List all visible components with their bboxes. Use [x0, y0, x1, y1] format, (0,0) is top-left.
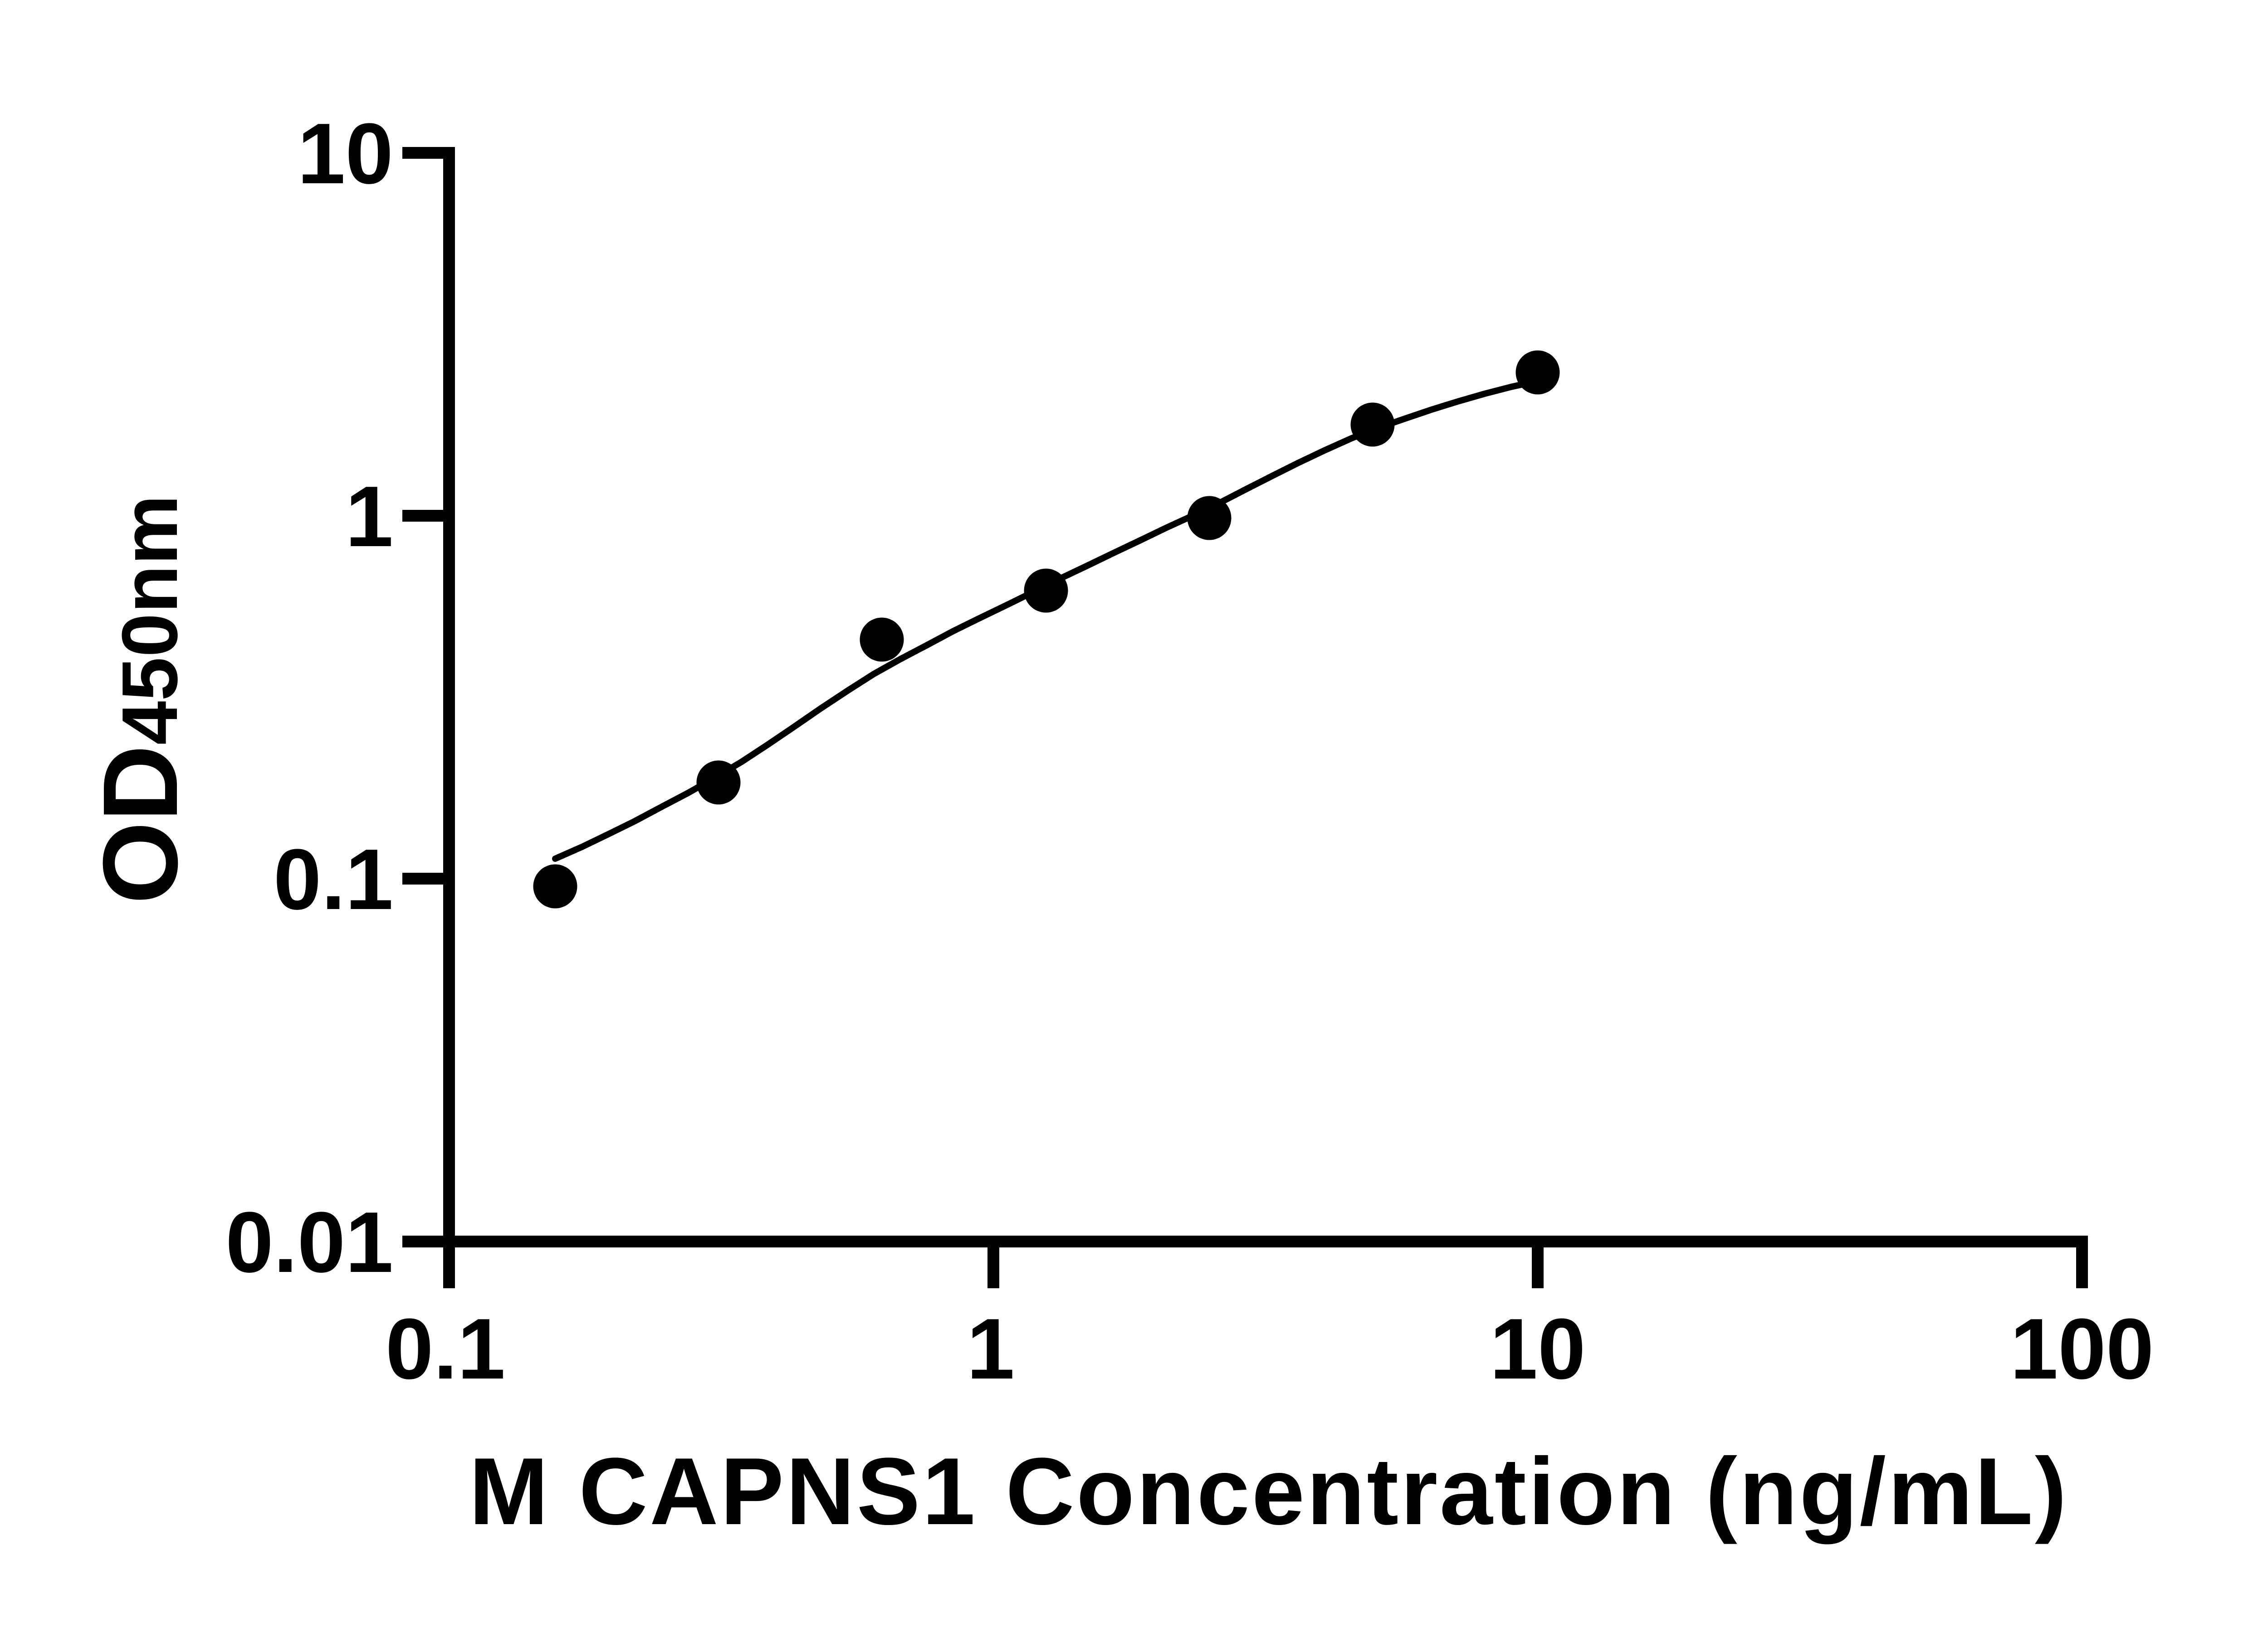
svg-text:M CAPNS1 Concentration (ng/mL): M CAPNS1 Concentration (ng/mL)	[469, 1438, 2067, 1545]
svg-text:0.01: 0.01	[225, 1194, 393, 1291]
svg-text:0.1: 0.1	[274, 831, 393, 928]
svg-text:1: 1	[967, 1301, 1015, 1397]
svg-text:OD450nm: OD450nm	[81, 495, 200, 904]
svg-text:10: 10	[298, 106, 393, 202]
svg-text:1: 1	[345, 469, 393, 565]
svg-text:10: 10	[1490, 1301, 1585, 1397]
svg-text:100: 100	[2010, 1301, 2154, 1397]
svg-text:0.1: 0.1	[386, 1301, 505, 1397]
